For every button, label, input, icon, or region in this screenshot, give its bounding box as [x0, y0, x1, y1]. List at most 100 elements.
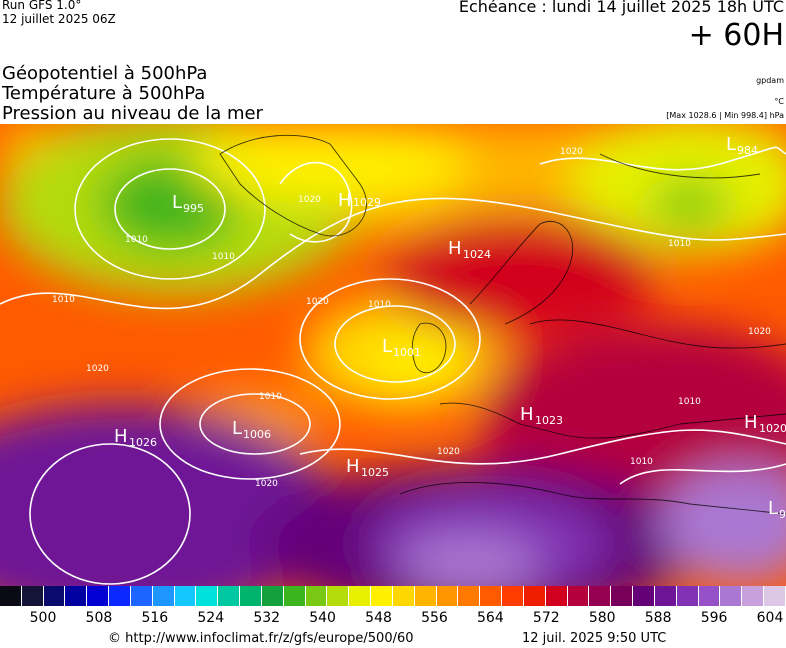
isobar-label: 1010 [259, 392, 282, 402]
high-center-1026: H 1026 [114, 426, 157, 449]
colorbar-tick-label: 524 [197, 610, 225, 626]
colorbar-swatch [0, 586, 22, 606]
isobar-label: 1020 [298, 195, 321, 205]
svg-text:1001: 1001 [393, 346, 421, 359]
colorbar-swatch [502, 586, 524, 606]
isobar-label: 1010 [678, 397, 701, 407]
pressure-max-min: [Max 1028.6 | Min 998.4] hPa [666, 111, 784, 120]
colorbar-swatch [654, 586, 677, 606]
isobar-label: 1010 [52, 295, 75, 305]
low-center-1001: L 1001 [382, 336, 421, 359]
colorbar-swatch [458, 586, 481, 606]
low-center-984: L 984 [726, 134, 758, 157]
colorbar-tick-label: 604 [756, 610, 784, 626]
colorbar-swatch [698, 586, 721, 606]
colorbar-swatch [676, 586, 699, 606]
run-label: Run GFS 1.0° [2, 0, 82, 12]
svg-text:L: L [382, 336, 392, 357]
colorbar-swatch [261, 586, 284, 606]
high-center-1025: H 1025 [346, 456, 389, 479]
colorbar-swatch [218, 586, 241, 606]
svg-text:1029: 1029 [353, 196, 381, 209]
low-center-1006: L 1006 [232, 418, 271, 441]
colorbar-swatch [436, 586, 459, 606]
colorbar-swatch [633, 586, 655, 606]
svg-text:H: H [744, 412, 758, 433]
colorbar-swatch [130, 586, 153, 606]
svg-text:L: L [172, 192, 182, 213]
colorbar-swatch [43, 586, 66, 606]
param-temperature: Température à 500hPa [2, 83, 206, 104]
param-geopotential: Géopotentiel à 500hPa [2, 63, 208, 84]
svg-text:1020: 1020 [759, 422, 786, 435]
colorbar-tick-label: 596 [700, 610, 728, 626]
svg-text:L: L [232, 418, 242, 439]
colorbar-swatch [109, 586, 131, 606]
colorbar-swatch [65, 586, 88, 606]
svg-text:1024: 1024 [463, 248, 491, 261]
colorbar-tick-label: 508 [85, 610, 113, 626]
colorbar-tick-label: 580 [588, 610, 616, 626]
colorbar-swatch [392, 586, 415, 606]
colorbar-swatch [305, 586, 328, 606]
isobar-label: 1010 [668, 239, 691, 249]
isobar-label: 1020 [748, 327, 771, 337]
colorbar-tick-label: 540 [309, 610, 336, 626]
param-sea-level-pressure: Pression au niveau de la mer [2, 103, 263, 124]
colorbar-swatch [545, 586, 568, 606]
colorbar-swatch [414, 586, 437, 606]
svg-text:H: H [520, 404, 534, 425]
colorbar-swatch [283, 586, 306, 606]
svg-text:H: H [114, 426, 128, 447]
colorbar-swatch [720, 586, 743, 606]
svg-text:995: 995 [183, 202, 204, 215]
forecast-valid-time: Echéance : lundi 14 juillet 2025 18h UTC [458, 0, 784, 16]
svg-text:H: H [346, 456, 360, 477]
isobar-label: 1010 [630, 457, 653, 467]
colorbar-swatch [196, 586, 219, 606]
svg-text:H: H [338, 190, 352, 211]
isobar-label: 1020 [306, 297, 329, 307]
high-center-1023: H 1023 [520, 404, 563, 427]
colorbar-tick-label: 500 [29, 610, 57, 626]
colorbar [0, 586, 786, 606]
isobar-label: 1010 [368, 300, 391, 310]
colorbar-tick-label: 564 [477, 610, 504, 626]
svg-text:H: H [448, 238, 462, 259]
generation-timestamp: 12 juil. 2025 9:50 UTC [522, 631, 667, 646]
colorbar-tick-label: 588 [644, 610, 672, 626]
high-center-1029: H 1029 [338, 190, 381, 211]
isobar-label: 1020 [86, 364, 109, 374]
colorbar-swatch [589, 586, 612, 606]
colorbar-swatch [371, 586, 393, 606]
high-center-1020: H 1020 [744, 412, 786, 435]
colorbar-swatch [240, 586, 262, 606]
isobar-label: 1010 [212, 252, 235, 262]
colorbar-tick-label: 572 [532, 610, 560, 626]
isobar-label: 1010 [125, 235, 148, 245]
colorbar-swatch [174, 586, 197, 606]
unit-gpdam: gpdam [756, 76, 784, 85]
svg-text:984: 984 [737, 144, 758, 157]
colorbar-tick-label: 556 [421, 610, 448, 626]
svg-text:9: 9 [779, 508, 786, 521]
colorbar-swatch [763, 586, 786, 606]
colorbar-swatch [523, 586, 546, 606]
forecast-map: H 1029 H 1024 L 1001 L 1006 H 1026 H 1025 H 102… [0, 124, 786, 586]
svg-text:L: L [726, 134, 736, 155]
svg-text:1025: 1025 [361, 466, 389, 479]
credit-link[interactable]: © http://www.infoclimat.fr/z/gfs/europe/… [108, 631, 414, 646]
svg-text:1026: 1026 [129, 436, 157, 449]
colorbar-swatch [742, 586, 764, 606]
colorbar-swatch [349, 586, 372, 606]
colorbar-tick-label: 548 [365, 610, 392, 626]
isobar-label: 1020 [560, 147, 583, 157]
colorbar-tick-label: 532 [253, 610, 281, 626]
colorbar-swatch [611, 586, 634, 606]
svg-text:L: L [768, 498, 778, 519]
colorbar-swatch [480, 586, 503, 606]
colorbar-swatch [87, 586, 110, 606]
colorbar-swatch [21, 586, 44, 606]
colorbar-ticks: 500 508 516 524 532 540 548 556 564 572 580 588 596 6… [0, 610, 786, 628]
